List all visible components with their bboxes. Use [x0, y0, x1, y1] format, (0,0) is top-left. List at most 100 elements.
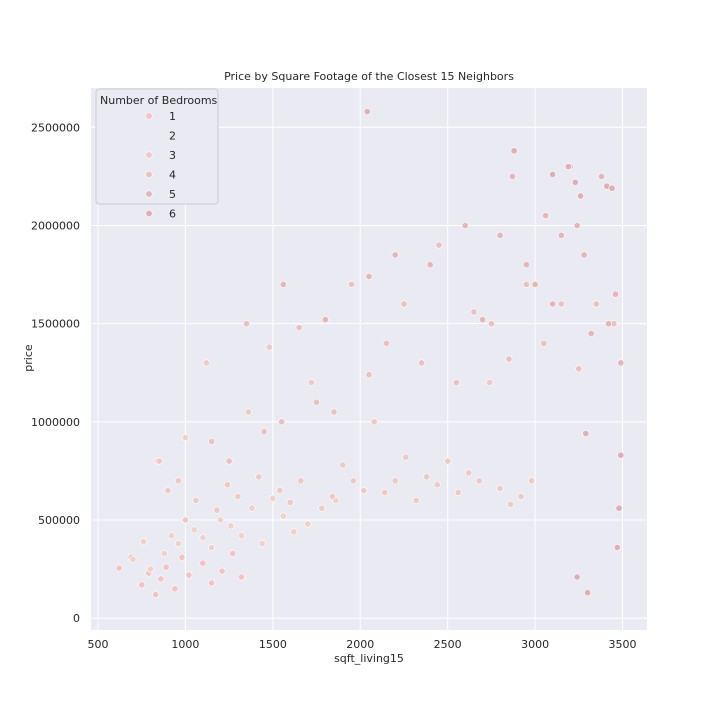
data-point-bedrooms-5 — [279, 280, 287, 288]
data-point-bedrooms-3 — [181, 516, 189, 524]
data-point-bedrooms-3 — [265, 343, 273, 351]
data-point-bedrooms-5 — [549, 300, 557, 308]
data-point-bedrooms-1 — [115, 564, 123, 572]
data-point-bedrooms-6 — [613, 543, 621, 551]
data-point-bedrooms-3 — [307, 379, 315, 387]
data-point-bedrooms-4 — [295, 324, 303, 332]
data-point-bedrooms-3 — [174, 477, 182, 485]
data-point-bedrooms-4 — [225, 457, 233, 465]
data-point-bedrooms-3 — [507, 500, 515, 508]
x-tick-label: 3500 — [609, 638, 637, 651]
legend-label: 4 — [169, 169, 176, 182]
data-point-bedrooms-2 — [227, 522, 235, 530]
data-point-bedrooms-2 — [258, 540, 266, 548]
x-axis-label: sqft_living15 — [334, 652, 404, 665]
data-point-bedrooms-5 — [391, 251, 399, 259]
data-point-bedrooms-3 — [475, 477, 483, 485]
y-axis-label: price — [22, 344, 35, 372]
data-point-bedrooms-2 — [279, 512, 287, 520]
data-point-bedrooms-2 — [237, 532, 245, 540]
x-tick-label: 1500 — [259, 638, 287, 651]
y-tick-label: 2500000 — [31, 121, 80, 134]
data-point-bedrooms-3 — [318, 504, 326, 512]
data-point-bedrooms-4 — [522, 280, 530, 288]
data-point-bedrooms-3 — [192, 496, 200, 504]
data-point-bedrooms-3 — [454, 488, 462, 496]
data-point-bedrooms-4 — [312, 398, 320, 406]
legend-label: 2 — [169, 130, 176, 143]
data-point-bedrooms-4 — [208, 437, 216, 445]
data-point-bedrooms-3 — [164, 487, 172, 495]
data-point-bedrooms-1 — [229, 549, 237, 557]
data-point-bedrooms-3 — [486, 379, 494, 387]
data-point-bedrooms-2 — [160, 549, 168, 557]
data-point-bedrooms-4 — [417, 359, 425, 367]
data-point-bedrooms-1 — [218, 567, 226, 575]
data-point-bedrooms-4 — [592, 300, 600, 308]
data-point-bedrooms-4 — [382, 339, 390, 347]
data-point-bedrooms-2 — [199, 534, 207, 542]
data-point-bedrooms-2 — [290, 528, 298, 536]
data-point-bedrooms-3 — [155, 457, 163, 465]
data-point-bedrooms-6 — [577, 192, 585, 200]
data-point-bedrooms-3 — [381, 488, 389, 496]
data-point-bedrooms-5 — [508, 172, 516, 180]
data-point-bedrooms-6 — [573, 573, 581, 581]
data-point-bedrooms-4 — [540, 339, 548, 347]
data-point-bedrooms-1 — [162, 563, 170, 571]
x-axis-ticks: 500 1000 1500 2000 2500 3000 3500 — [87, 638, 636, 651]
data-point-bedrooms-1 — [237, 573, 245, 581]
y-tick-label: 1500000 — [31, 318, 80, 331]
data-point-bedrooms-3 — [444, 457, 452, 465]
data-point-bedrooms-4 — [452, 379, 460, 387]
data-point-bedrooms-6 — [617, 451, 625, 459]
data-point-bedrooms-5 — [542, 212, 550, 220]
data-point-bedrooms-4 — [505, 355, 513, 363]
data-point-bedrooms-3 — [423, 473, 431, 481]
data-point-bedrooms-3 — [528, 477, 536, 485]
data-point-bedrooms-4 — [365, 371, 373, 379]
data-point-bedrooms-3 — [402, 453, 410, 461]
data-point-bedrooms-5 — [597, 172, 605, 180]
data-point-bedrooms-3 — [234, 492, 242, 500]
data-point-bedrooms-3 — [297, 477, 305, 485]
data-point-bedrooms-5 — [531, 280, 539, 288]
legend-box — [95, 88, 219, 205]
data-point-bedrooms-2 — [181, 434, 189, 442]
data-point-bedrooms-4 — [487, 320, 495, 328]
data-point-bedrooms-5 — [617, 359, 625, 367]
data-point-bedrooms-4 — [330, 408, 338, 416]
data-point-bedrooms-2 — [167, 532, 175, 540]
data-point-bedrooms-5 — [496, 231, 504, 239]
legend: Number of Bedrooms 1 2 3 4 5 6 — [95, 88, 219, 221]
data-point-bedrooms-4 — [400, 300, 408, 308]
data-point-bedrooms-3 — [391, 477, 399, 485]
y-tick-label: 2000000 — [31, 219, 80, 232]
x-tick-label: 3000 — [521, 638, 549, 651]
data-point-bedrooms-2 — [190, 526, 198, 534]
data-point-bedrooms-2 — [216, 516, 224, 524]
data-point-bedrooms-3 — [276, 487, 284, 495]
x-tick-label: 500 — [87, 638, 108, 651]
data-point-bedrooms-2 — [129, 555, 137, 563]
data-point-bedrooms-3 — [517, 492, 525, 500]
legend-entries: 1 2 3 4 5 6 — [145, 110, 176, 221]
legend-title: Number of Bedrooms — [100, 94, 218, 107]
data-point-bedrooms-5 — [580, 251, 588, 259]
data-point-bedrooms-2 — [269, 494, 277, 502]
data-point-bedrooms-5 — [611, 290, 619, 298]
data-point-bedrooms-1 — [185, 571, 193, 579]
legend-marker — [145, 151, 153, 159]
legend-label: 1 — [169, 110, 176, 123]
data-point-bedrooms-1 — [178, 553, 186, 561]
data-point-bedrooms-3 — [223, 481, 231, 489]
data-point-bedrooms-3 — [339, 461, 347, 469]
data-point-bedrooms-3 — [244, 408, 252, 416]
data-point-bedrooms-4 — [470, 308, 478, 316]
data-point-bedrooms-4 — [260, 428, 268, 436]
data-point-bedrooms-6 — [363, 108, 371, 116]
data-point-bedrooms-2 — [304, 520, 312, 528]
data-point-bedrooms-6 — [549, 170, 557, 178]
legend-label: 3 — [169, 149, 176, 162]
x-tick-label: 2000 — [346, 638, 374, 651]
